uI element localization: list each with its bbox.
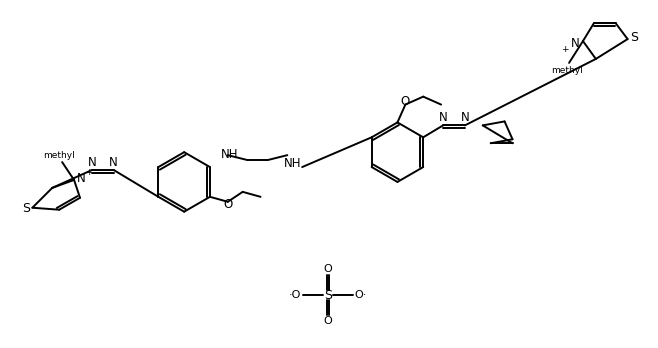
- Text: ·O: ·O: [289, 290, 301, 300]
- Text: O·: O·: [355, 290, 367, 300]
- Text: NH: NH: [284, 157, 301, 169]
- Text: +: +: [85, 167, 93, 176]
- Text: S: S: [22, 202, 30, 215]
- Text: S: S: [630, 31, 638, 44]
- Text: methyl: methyl: [551, 66, 583, 75]
- Text: +: +: [561, 45, 569, 54]
- Text: O: O: [324, 316, 332, 326]
- Text: N: N: [88, 156, 96, 168]
- Text: S: S: [324, 288, 332, 301]
- Text: N: N: [439, 111, 447, 124]
- Text: N: N: [461, 111, 469, 124]
- Text: N: N: [76, 173, 86, 185]
- Text: N: N: [570, 37, 580, 49]
- Text: O: O: [223, 198, 232, 211]
- Text: O: O: [324, 264, 332, 274]
- Text: O: O: [401, 95, 410, 108]
- Text: NH: NH: [221, 148, 239, 161]
- Text: N: N: [109, 156, 118, 168]
- Text: methyl: methyl: [43, 151, 75, 160]
